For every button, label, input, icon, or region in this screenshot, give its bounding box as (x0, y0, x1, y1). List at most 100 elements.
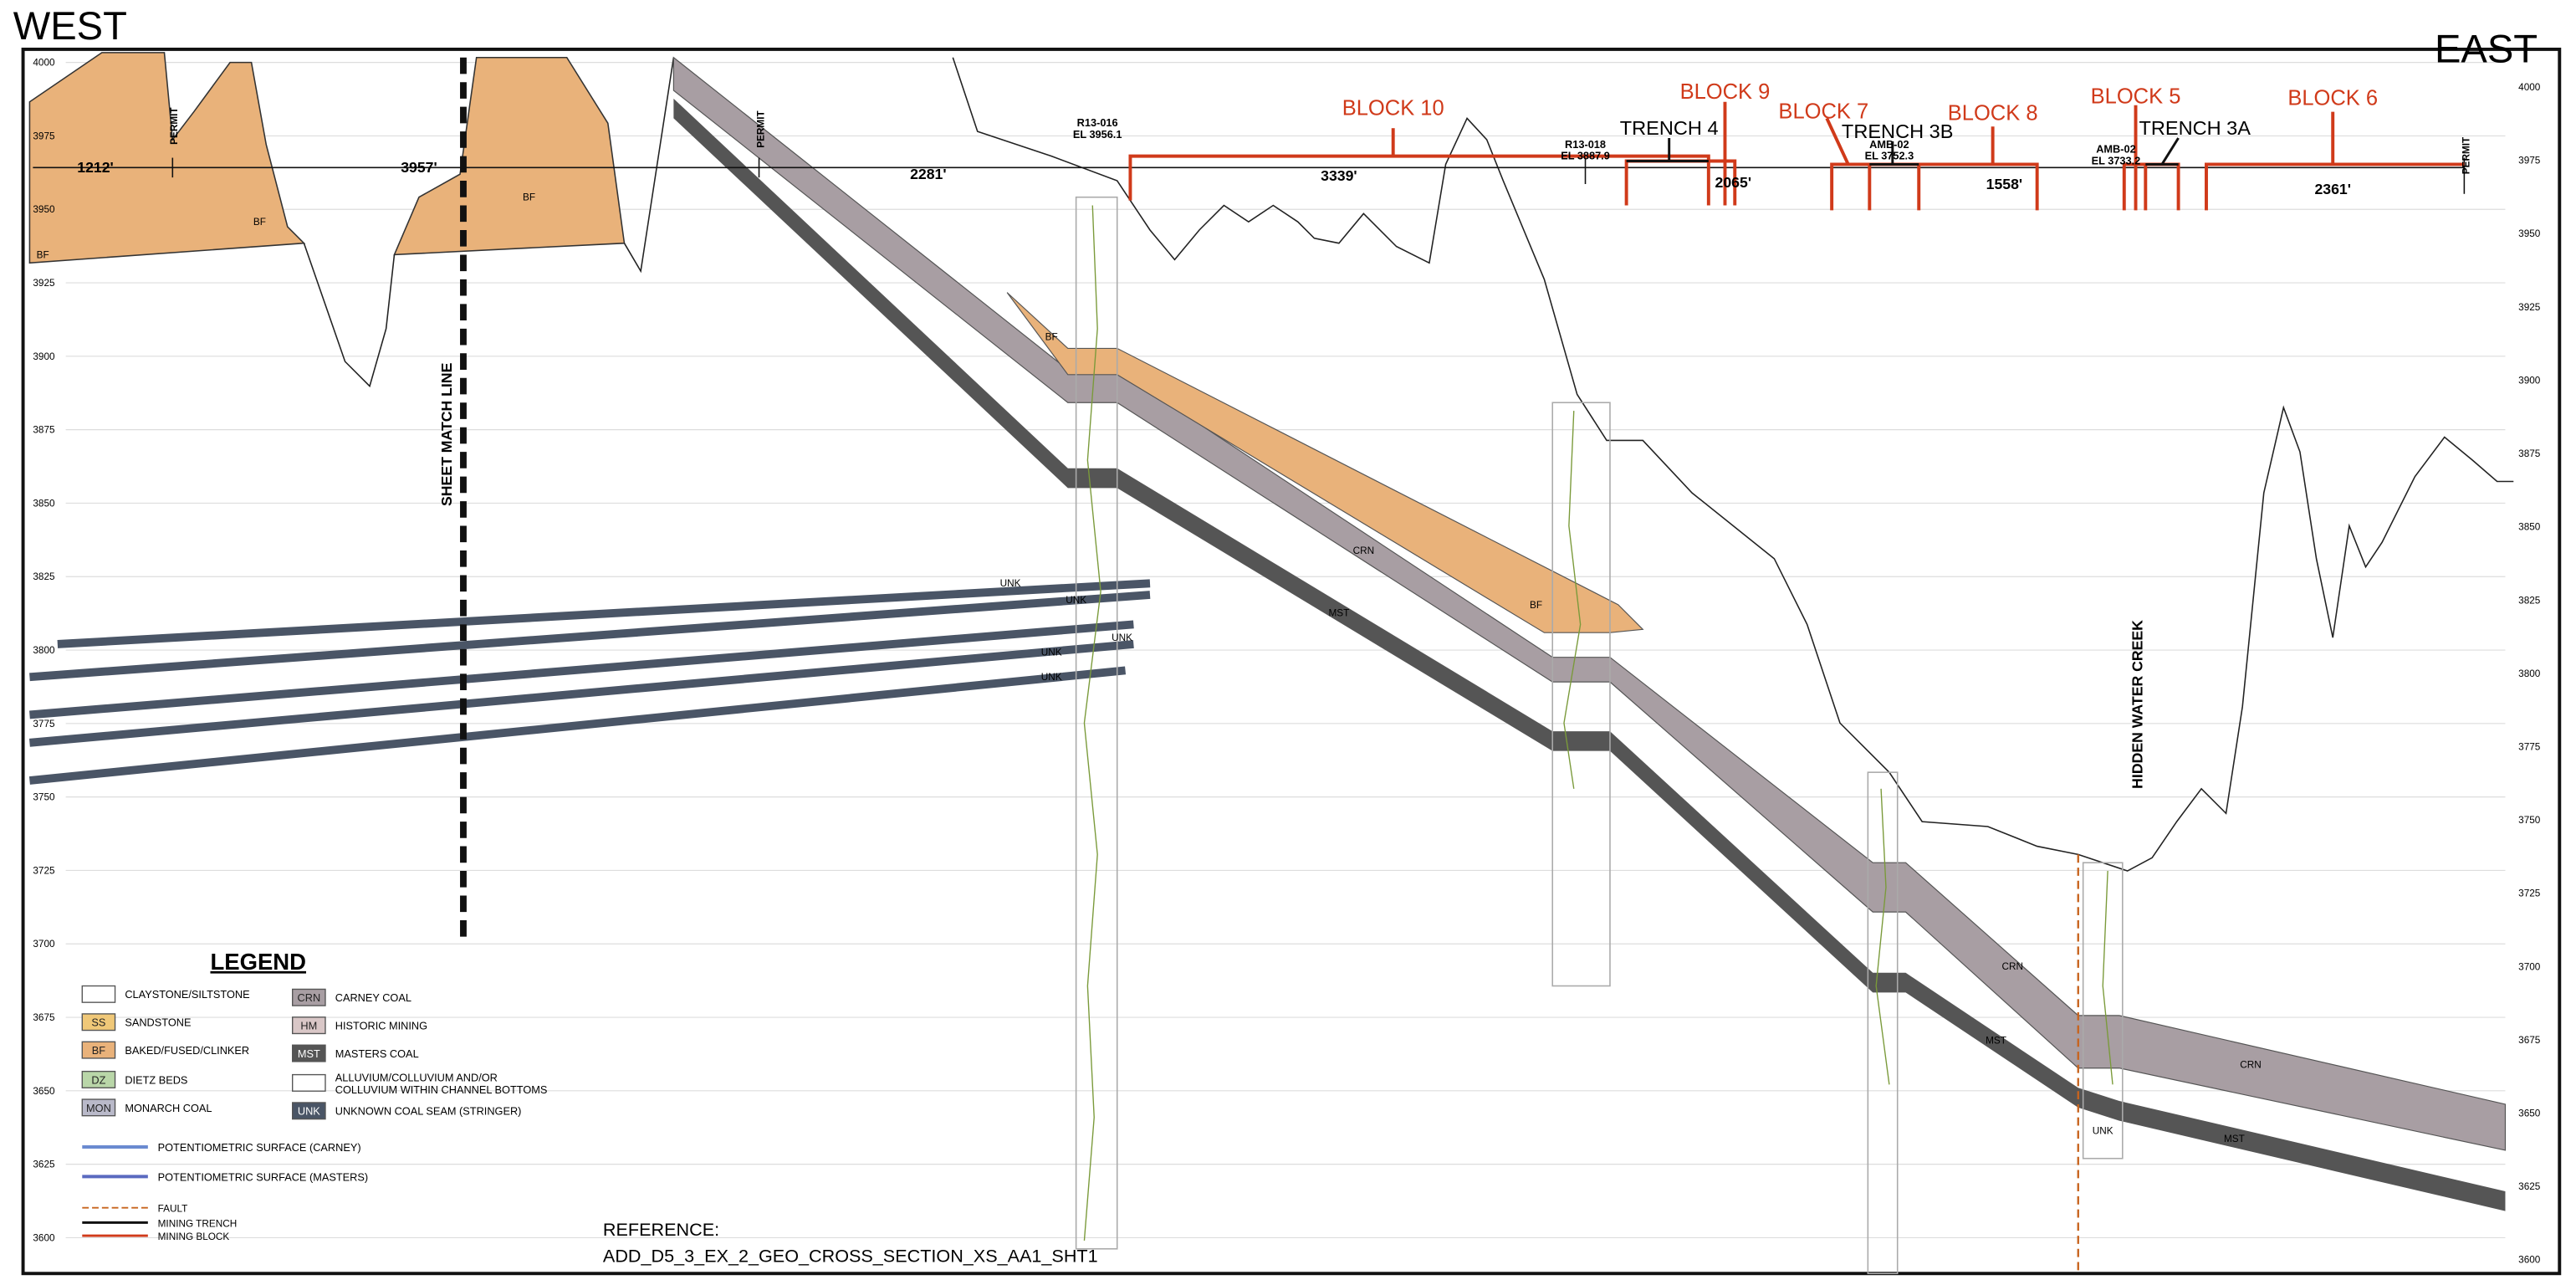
trench-label: TRENCH 3B (1842, 120, 1954, 142)
legend-label: CLAYSTONE/SILTSTONE (125, 988, 249, 1001)
block-label: BLOCK 6 (2287, 87, 2378, 110)
frame (21, 47, 2562, 1276)
unit-label: BF (37, 249, 49, 260)
legend-code: DZ (91, 1073, 105, 1086)
east-label: EAST (2435, 27, 2538, 71)
elevation-label: 3750 (2518, 815, 2541, 826)
legend-code: BF (92, 1044, 106, 1057)
elevation-label: 3925 (2518, 302, 2541, 313)
elevation-label: 3775 (33, 719, 55, 730)
terrain (623, 57, 675, 274)
legend-label: BAKED/FUSED/CLINKER (125, 1044, 249, 1057)
borehole-id: R13-018 (1565, 138, 1606, 151)
borehole-elevation: EL 3733.2 (2092, 154, 2141, 166)
carney-coal (672, 56, 2507, 1151)
legend-label: ALLUVIUM/COLLUVIUM AND/OR (335, 1071, 498, 1083)
unit-label: UNK (1000, 578, 1021, 589)
elevation-label: 3950 (33, 204, 55, 215)
borehole-id: AMB-02 (1869, 138, 1909, 151)
baked-area (28, 52, 306, 264)
legend-swatch (292, 1102, 326, 1120)
block-label: BLOCK 5 (2091, 85, 2181, 109)
elevation-label: 3950 (2518, 228, 2541, 239)
elevation-label: 3675 (2518, 1035, 2541, 1046)
unit-label: BF (1530, 600, 1542, 611)
boreholes (1075, 196, 2124, 1275)
elevation-label: 3675 (33, 1012, 55, 1023)
distance: 3957' (401, 159, 437, 176)
unit-label: CRN (2240, 1060, 2262, 1071)
elevation-label: 3650 (2518, 1108, 2541, 1119)
legend-swatch (292, 1016, 326, 1035)
legend-label: SANDSTONE (125, 1016, 191, 1029)
stringers (28, 579, 1151, 785)
legend-swatch (292, 1044, 326, 1062)
legend-line-label: MINING BLOCK (158, 1231, 230, 1242)
terrain (952, 57, 2514, 872)
elevation-label: 3700 (33, 939, 55, 950)
unit-label: UNK (1112, 632, 1132, 643)
legend-swatch (81, 1013, 116, 1032)
elevation-label: 3875 (2518, 448, 2541, 459)
elevation-label: 3975 (33, 131, 55, 141)
legend-code: SS (91, 1016, 105, 1029)
legend-swatch (81, 1041, 116, 1059)
elevation-label: 3775 (2518, 741, 2541, 752)
distance: 2065' (1715, 174, 1751, 191)
elevation-label: 4000 (33, 58, 55, 69)
reference-label: REFERENCE: (603, 1219, 719, 1240)
elevation-label: 3800 (2518, 668, 2541, 679)
creek-text: HIDDEN WATER CREEK (2129, 620, 2145, 789)
trench-label: TRENCH 3A (2139, 117, 2251, 139)
permit: PERMIT (169, 107, 180, 145)
borehole-elevation: EL 3887.9 (1561, 150, 1610, 162)
elevation-label: 3925 (33, 278, 55, 289)
trench-label: TRENCH 4 (1620, 117, 1719, 139)
elevation-label: 3850 (2518, 522, 2541, 533)
elevation-label: 3850 (33, 498, 55, 509)
unit-label: MST (2224, 1134, 2245, 1144)
legend-symbols (82, 1145, 148, 1237)
unit-label: UNK (1066, 595, 1086, 606)
block-label: BLOCK 10 (1342, 96, 1444, 120)
elevation-label: 3900 (33, 351, 55, 362)
unit-label: MST (1328, 608, 1349, 619)
legend-code: UNK (298, 1105, 320, 1118)
elevation-label: 3900 (2518, 375, 2541, 386)
elevation-label: 3825 (33, 571, 55, 582)
unit-label: UNK (1041, 672, 1062, 683)
mining-trenches (1626, 137, 2180, 166)
elevation-label: 3800 (33, 645, 55, 656)
logs (1083, 205, 2113, 1241)
legend-code: MON (86, 1102, 111, 1114)
baked-band (1006, 292, 1644, 633)
legend-label: CARNEY COAL (335, 991, 411, 1004)
elevation-label: 3975 (2518, 156, 2541, 166)
distance: 1558' (1986, 176, 2022, 192)
legend-line-label: MINING TRENCH (158, 1218, 238, 1229)
borehole-id: AMB-02 (2096, 143, 2135, 156)
mining-blocks (1128, 101, 2465, 211)
elevation-label: 3625 (33, 1160, 55, 1170)
block-label: BLOCK 7 (1778, 100, 1868, 123)
elevation-label: 3650 (33, 1086, 55, 1097)
block-label: BLOCK 8 (1948, 101, 2038, 125)
permit: PERMIT (755, 110, 766, 148)
legend-line-label: FAULT (158, 1204, 188, 1215)
reference-file: ADD_D5_3_EX_2_GEO_CROSS_SECTION_XS_AA1_S… (603, 1246, 1098, 1267)
elevation-label: 3750 (33, 792, 55, 803)
distance: 2361' (2314, 181, 2350, 197)
distance: 2281' (910, 166, 946, 182)
elevation-label: 3600 (33, 1232, 55, 1243)
unit-label: UNK (2093, 1125, 2113, 1136)
elevation-label: 3600 (2518, 1255, 2541, 1266)
block-label: BLOCK 9 (1680, 80, 1771, 104)
unit-label: BF (523, 192, 535, 203)
legend-swatch (81, 1098, 116, 1117)
unit-label: BF (1045, 332, 1058, 343)
legend-label: UNKNOWN COAL SEAM (STRINGER) (335, 1105, 522, 1118)
borehole-id: R13-016 (1077, 116, 1118, 129)
terrain (303, 243, 396, 388)
